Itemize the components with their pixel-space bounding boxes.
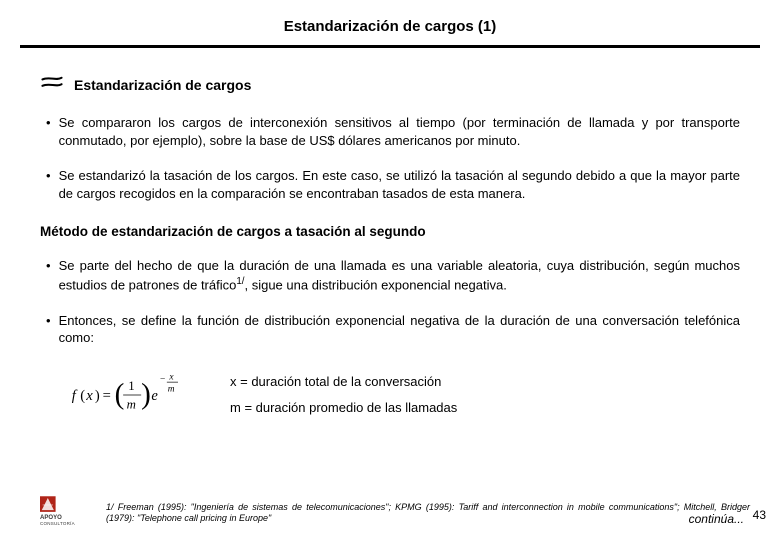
bullet-marker: •: [40, 312, 51, 330]
bullet-item: • Se parte del hecho de que la duración …: [40, 257, 740, 293]
bullet-marker: •: [40, 167, 51, 185]
svg-text:f: f: [72, 388, 78, 404]
slide-title: Estandarización de cargos (1): [0, 0, 780, 45]
svg-text:e: e: [151, 388, 158, 404]
svg-text:): ): [95, 388, 100, 404]
formula-equation: f ( x ) = ( ) 1 m e − x m: [70, 365, 190, 425]
bullet-text: Se parte del hecho de que la duración de…: [59, 257, 740, 293]
content-area: Estandarización de cargos • Se compararo…: [0, 76, 780, 425]
bullet-marker: •: [40, 257, 51, 275]
svg-text:1: 1: [128, 379, 134, 393]
svg-text:−: −: [160, 374, 165, 384]
logo-text-top: APOYO: [40, 515, 62, 521]
bullet-text: Entonces, se define la función de distri…: [59, 312, 740, 347]
svg-text:(: (: [115, 378, 125, 410]
bullet-text: Se estandarizó la tasación de los cargos…: [59, 167, 740, 202]
title-divider: [20, 45, 760, 48]
footnote-text: 1/ Freeman (1995): "Ingeniería de sistem…: [106, 502, 750, 527]
bullet-text: Se compararon los cargos de interconexió…: [59, 114, 740, 149]
svg-text:x: x: [168, 372, 174, 382]
formula-def-m: m = duración promedio de las llamadas: [230, 395, 457, 421]
subheading: Método de estandarización de cargos a ta…: [40, 224, 740, 239]
page-number: 43: [753, 508, 766, 522]
section-heading: Estandarización de cargos: [40, 76, 740, 94]
svg-text:): ): [141, 378, 151, 410]
svg-text:(: (: [80, 388, 85, 404]
svg-text:=: =: [103, 388, 111, 404]
bullet-item: • Se compararon los cargos de interconex…: [40, 114, 740, 149]
formula-def-x: x = duración total de la conversación: [230, 369, 457, 395]
bullet-item: • Entonces, se define la función de dist…: [40, 312, 740, 347]
bullet-marker: •: [40, 114, 51, 132]
apoyo-logo: APOYO CONSULTORÍA: [40, 496, 92, 526]
continua-label: continúa...: [689, 512, 744, 526]
svg-text:m: m: [168, 384, 175, 394]
section-heading-text: Estandarización de cargos: [74, 77, 251, 93]
svg-text:x: x: [85, 388, 93, 404]
logo-text-bottom: CONSULTORÍA: [40, 520, 75, 526]
bullet-item: • Se estandarizó la tasación de los carg…: [40, 167, 740, 202]
formula-row: f ( x ) = ( ) 1 m e − x m x: [70, 365, 740, 425]
footer: APOYO CONSULTORÍA 1/ Freeman (1995): "In…: [40, 496, 750, 526]
bullet-text-part: , sigue una distribución exponencial neg…: [244, 277, 506, 292]
pointer-icon: [40, 76, 64, 94]
formula-definitions: x = duración total de la conversación m …: [230, 369, 457, 421]
svg-text:m: m: [127, 397, 136, 411]
